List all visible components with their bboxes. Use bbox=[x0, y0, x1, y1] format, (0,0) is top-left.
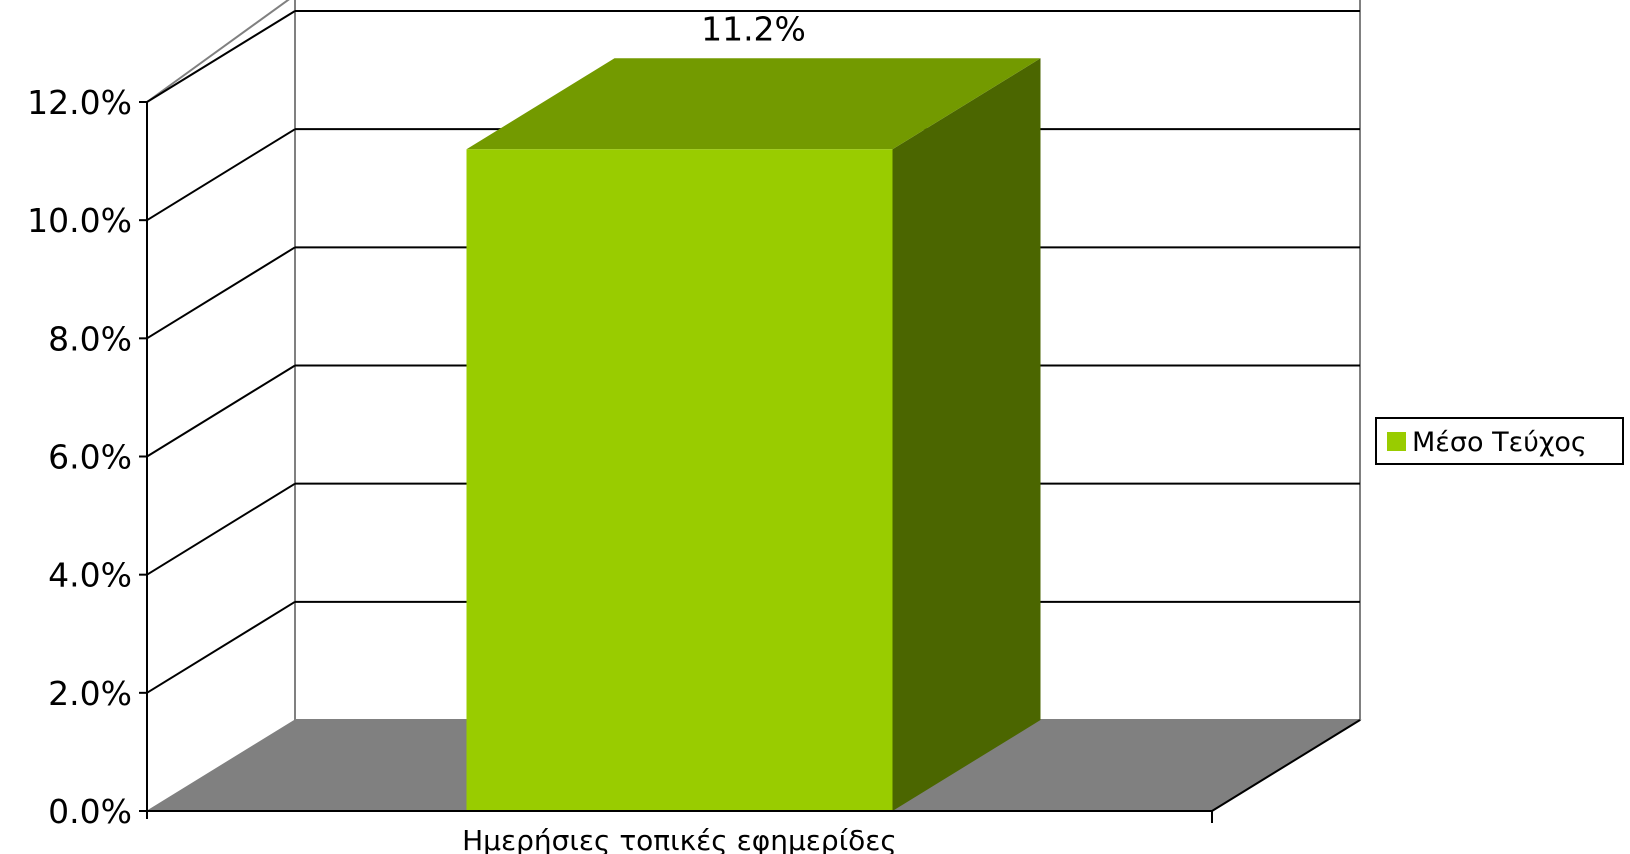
bar bbox=[466, 149, 893, 811]
data-labels: 11.2% bbox=[701, 9, 806, 48]
gridline-side bbox=[146, 246, 296, 340]
y-tick-label: 8.0% bbox=[48, 319, 132, 358]
x-tick-label: Ημερήσιες τοπικές εφημερίδες bbox=[462, 824, 897, 854]
legend: Μέσο Τεύχος bbox=[1375, 417, 1624, 465]
data-label: 11.2% bbox=[701, 9, 806, 48]
y-tick-label: 6.0% bbox=[48, 438, 132, 477]
gridline-side bbox=[146, 10, 296, 103]
axes bbox=[139, 101, 1361, 823]
bar-side bbox=[892, 58, 1041, 812]
y-tick-label: 0.0% bbox=[48, 792, 132, 831]
legend-swatch bbox=[1387, 432, 1406, 451]
gridline-side bbox=[146, 482, 296, 576]
gridline-side bbox=[146, 128, 296, 222]
y-axis-ticks: 0.0% 2.0% 4.0% 6.0% 8.0% 10.0% 12.0% bbox=[27, 83, 132, 831]
legend-label: Μέσο Τεύχος bbox=[1412, 427, 1587, 458]
bars bbox=[466, 58, 1041, 812]
legend-box bbox=[1375, 417, 1624, 465]
bar-top bbox=[466, 58, 1041, 150]
y-tick-label: 2.0% bbox=[48, 674, 132, 713]
y-tick-label: 10.0% bbox=[27, 201, 132, 240]
floor-right-edge bbox=[1211, 719, 1361, 812]
x-axis-labels: Ημερήσιες τοπικές εφημερίδες bbox=[462, 824, 897, 854]
gridline-side bbox=[146, 364, 296, 458]
y-tick-label: 12.0% bbox=[27, 83, 132, 122]
gridline-side bbox=[146, 600, 296, 694]
y-tick-label: 4.0% bbox=[48, 556, 132, 595]
side-wall-top-edge bbox=[146, 0, 290, 103]
